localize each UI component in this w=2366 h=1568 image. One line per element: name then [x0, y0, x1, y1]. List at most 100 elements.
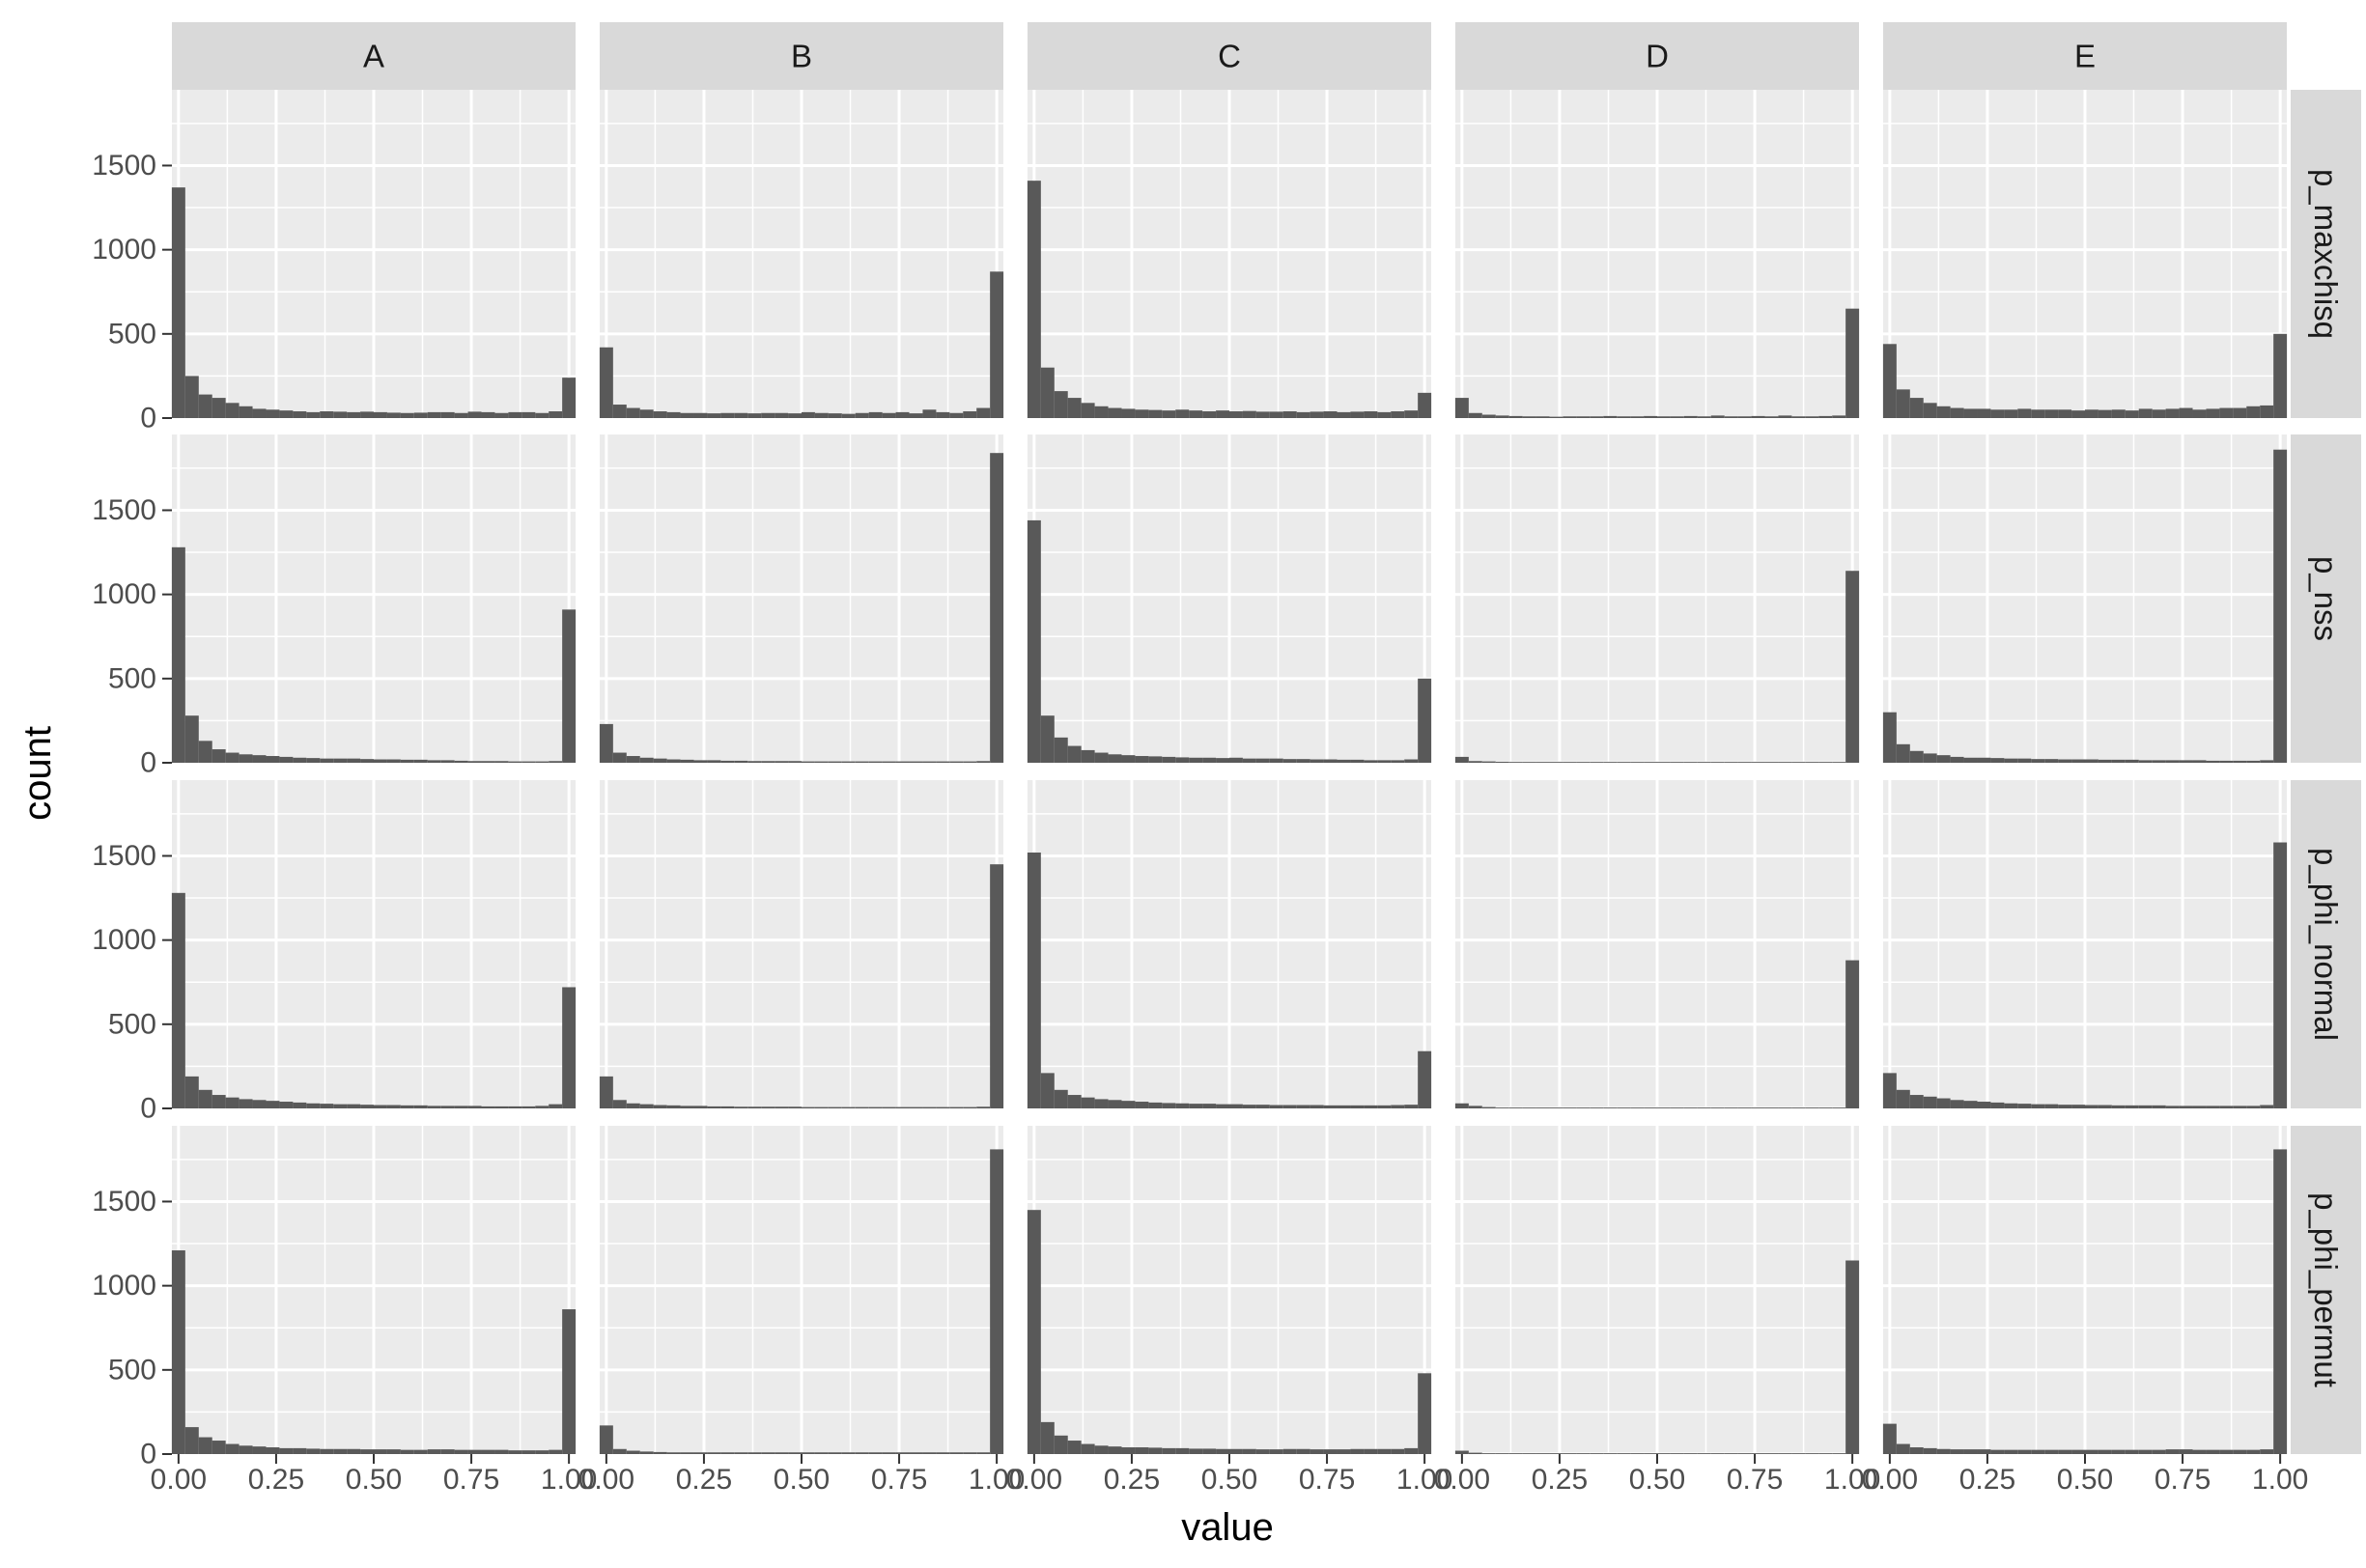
histogram-bar — [2138, 760, 2153, 763]
histogram-bar — [2165, 1106, 2180, 1108]
histogram-bar — [1350, 1105, 1365, 1108]
panel-p_maxchisq-D — [1454, 90, 1860, 420]
histogram-bar — [1590, 1107, 1604, 1108]
histogram-bar — [1027, 1210, 1041, 1454]
histogram-bar — [1936, 1448, 1951, 1454]
histogram-bar — [1481, 1106, 1496, 1108]
histogram-bar — [775, 1452, 789, 1454]
histogram-bar — [814, 1452, 829, 1454]
histogram-bar — [2246, 1449, 2261, 1454]
histogram-bar — [653, 411, 667, 418]
x-tick-label: 1.00 — [2252, 1464, 2308, 1496]
histogram-bar — [1950, 756, 1964, 763]
histogram-bar — [1094, 1099, 1109, 1108]
histogram-bar — [279, 1102, 294, 1108]
histogram-bar — [936, 1452, 950, 1454]
histogram-bar — [599, 1425, 613, 1454]
x-tick-label: 0.25 — [248, 1464, 304, 1496]
histogram-bar — [1202, 411, 1217, 418]
histogram-bar — [1923, 1096, 1937, 1108]
histogram-bar — [2138, 408, 2153, 418]
histogram-bar — [1563, 1453, 1577, 1454]
histogram-bar — [1418, 678, 1432, 763]
histogram-bar — [494, 1449, 509, 1454]
histogram-bar — [936, 1106, 950, 1108]
histogram-bar — [2233, 760, 2247, 763]
histogram-bar — [2192, 1106, 2207, 1108]
column-strip-label: B — [791, 39, 812, 74]
histogram-bar — [1310, 411, 1324, 418]
column-strip-background — [600, 22, 1003, 90]
histogram-bar — [747, 1452, 762, 1454]
histogram-bar — [909, 1106, 923, 1108]
y-tick-label: 1500 — [92, 840, 156, 872]
histogram-bar — [2125, 759, 2139, 763]
panel-p_phi_permut-A — [171, 1126, 577, 1456]
y-axis-p_maxchisq: 0 500 1000 1500 — [92, 150, 172, 434]
histogram-bar — [1805, 416, 1819, 418]
histogram-bar — [949, 1452, 964, 1454]
histogram-bar — [1724, 1453, 1738, 1454]
column-strip-label: A — [363, 39, 384, 74]
histogram-bar — [1054, 1435, 1068, 1454]
histogram-bar — [1135, 756, 1149, 763]
histogram-bar — [2192, 760, 2207, 763]
histogram-bar — [1040, 1421, 1055, 1454]
histogram-bar — [1454, 398, 1469, 418]
histogram-bar — [1202, 757, 1217, 763]
histogram-bar — [720, 760, 735, 763]
histogram-bar — [2084, 1449, 2098, 1454]
histogram-bar — [1576, 416, 1591, 418]
histogram-bar — [1950, 1449, 1964, 1454]
histogram-bar — [333, 411, 348, 418]
histogram-bar — [1563, 762, 1577, 763]
histogram-bar — [360, 411, 375, 418]
histogram-bar — [775, 761, 789, 763]
histogram-bar — [599, 1076, 613, 1108]
histogram-bar — [963, 1106, 977, 1108]
panel-p_maxchisq-B — [599, 90, 1004, 420]
histogram-bar — [2260, 405, 2274, 418]
histogram-bar — [171, 1250, 185, 1454]
histogram-bar — [1697, 1107, 1711, 1108]
histogram-bar — [211, 1441, 226, 1454]
histogram-bar — [1697, 416, 1711, 418]
histogram-bar — [761, 1106, 775, 1108]
histogram-bar — [1549, 1453, 1563, 1454]
histogram-bar — [1404, 1447, 1419, 1454]
histogram-bar — [1751, 415, 1765, 418]
histogram-bar — [467, 1106, 482, 1108]
panel-p_nss-C — [1027, 434, 1432, 765]
histogram-bar — [1350, 759, 1365, 763]
histogram-bar — [1818, 1107, 1833, 1108]
histogram-bar — [333, 758, 348, 763]
histogram-bar — [1963, 408, 1978, 418]
histogram-bar — [2206, 1106, 2220, 1108]
histogram-bar — [1896, 1443, 1910, 1454]
histogram-bar — [1364, 1105, 1378, 1108]
histogram-bar — [788, 1106, 803, 1108]
panel-p_maxchisq-A — [171, 90, 577, 420]
histogram-bar — [252, 1446, 267, 1454]
histogram-bar — [1255, 1105, 1270, 1108]
histogram-bar — [734, 1452, 748, 1454]
histogram-bar — [1377, 760, 1392, 763]
x-tick-label: 1.00 — [541, 1464, 597, 1496]
histogram-bar — [279, 756, 294, 763]
histogram-bar — [1549, 762, 1563, 763]
panel-p_maxchisq-E — [1882, 90, 2288, 420]
histogram-bar — [841, 1452, 856, 1454]
histogram-bar — [1228, 757, 1243, 763]
histogram-bar — [1148, 1102, 1163, 1108]
histogram-bar — [814, 1106, 829, 1108]
histogram-bar — [693, 1106, 708, 1108]
histogram-bar — [1522, 416, 1536, 418]
histogram-bar — [1189, 410, 1203, 418]
panel-p_phi_normal-E — [1882, 780, 2288, 1110]
histogram-bar — [841, 1106, 856, 1108]
histogram-bar — [612, 1100, 627, 1108]
histogram-bar — [279, 1447, 294, 1454]
histogram-bar — [400, 759, 414, 763]
row-strip-background — [2291, 434, 2361, 763]
histogram-bar — [1603, 1453, 1618, 1454]
